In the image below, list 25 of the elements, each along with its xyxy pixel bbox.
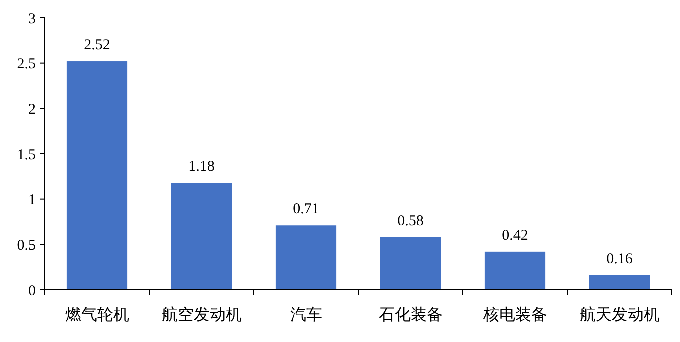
x-tick-label: 燃气轮机: [65, 306, 130, 324]
x-tick-label: 核电装备: [482, 306, 548, 324]
data-label: 0.71: [293, 202, 320, 218]
bar: [484, 252, 546, 290]
x-tick-label: 航天发动机: [580, 306, 660, 324]
data-label: 0.58: [398, 213, 424, 230]
data-label: 2.52: [84, 38, 110, 54]
x-tick-label: 石化装备: [378, 306, 443, 324]
y-tick-label: 1: [28, 192, 36, 209]
bar: [66, 62, 128, 290]
y-tick-label: 1.5: [17, 147, 36, 164]
data-label: 0.42: [502, 228, 528, 244]
x-tick-label: 汽车: [290, 306, 322, 324]
y-tick-label: 2: [28, 102, 36, 118]
data-label: 0.16: [606, 251, 634, 268]
y-tick-label: 3: [28, 11, 36, 28]
y-tick-label: 0: [28, 283, 36, 300]
y-tick-label: 0.5: [17, 238, 36, 254]
bar: [171, 183, 232, 290]
bar: [380, 237, 442, 290]
bar: [589, 275, 650, 290]
y-tick-label: 2.5: [17, 56, 36, 73]
bar: [276, 226, 337, 290]
x-tick-label: 航空发动机: [162, 306, 242, 324]
data-label: 1.18: [188, 159, 215, 176]
